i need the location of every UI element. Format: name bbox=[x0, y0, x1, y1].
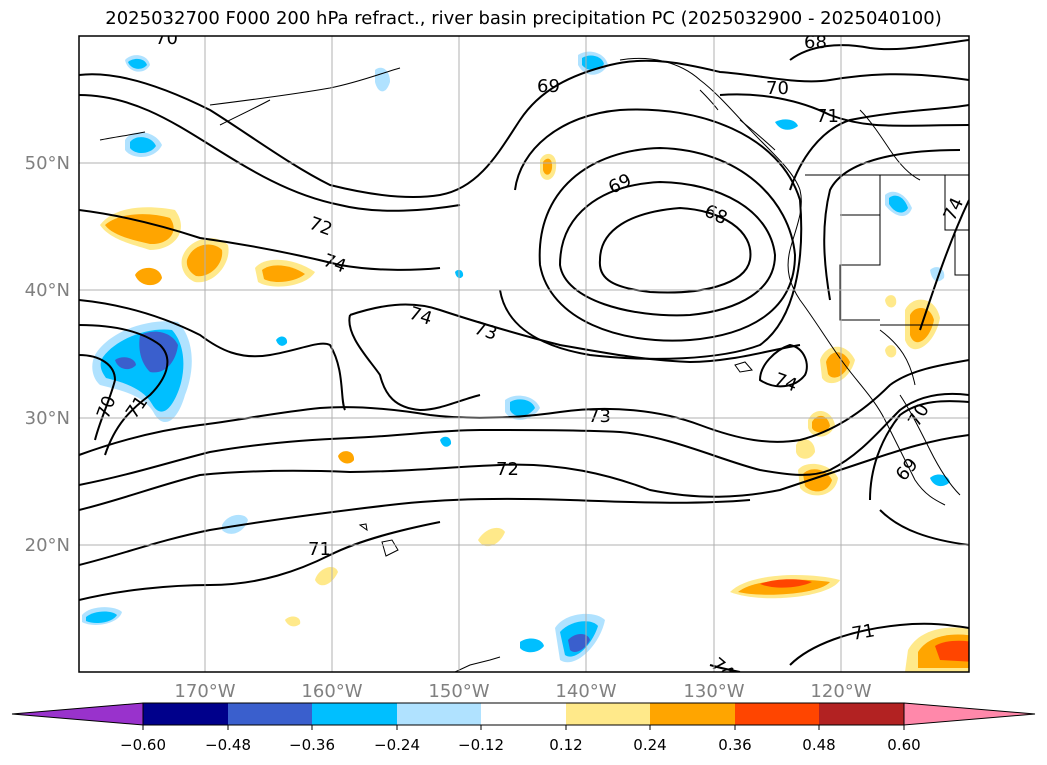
colorbar-segment bbox=[143, 703, 228, 725]
precip-blob bbox=[135, 267, 162, 286]
precip-blob bbox=[885, 345, 897, 358]
precip-blob bbox=[568, 634, 590, 652]
precip-blob bbox=[510, 399, 535, 417]
colorbar-tick-label: 0.60 bbox=[887, 736, 920, 754]
colorbar-tick-label: −0.36 bbox=[289, 736, 335, 754]
precip-blob bbox=[889, 195, 908, 213]
precip-blob bbox=[935, 640, 969, 662]
map-frame bbox=[78, 35, 970, 673]
contour-label: 69 bbox=[537, 76, 560, 97]
colorbar-extend-high bbox=[903, 702, 1036, 726]
precip-blob bbox=[478, 527, 505, 547]
contour-label: 72 bbox=[496, 459, 519, 480]
precip-blob bbox=[930, 474, 950, 487]
contour-label: 71 bbox=[308, 539, 331, 560]
lat-label: 50°N bbox=[25, 153, 70, 174]
colorbar-segment bbox=[819, 703, 904, 725]
precip-blob bbox=[826, 352, 850, 378]
lon-label: 140°W bbox=[555, 681, 616, 702]
colorbar-tick-label: 0.48 bbox=[802, 736, 835, 754]
precip-blob bbox=[582, 55, 604, 71]
precip-blob bbox=[520, 638, 544, 653]
colorbar-tick-label: 0.12 bbox=[549, 736, 582, 754]
contour-label: 71 bbox=[816, 106, 839, 127]
colorbar-segment bbox=[481, 703, 566, 725]
contour-label: 68 bbox=[804, 32, 827, 53]
precip-blob bbox=[796, 439, 815, 459]
lon-labels: 170°W 160°W 150°W 140°W 130°W 120°W bbox=[174, 681, 871, 702]
colorbar-segment bbox=[566, 703, 650, 725]
precip-blob bbox=[130, 137, 156, 154]
precip-blob bbox=[760, 579, 812, 588]
precip-blob bbox=[128, 58, 147, 69]
lat-label: 20°N bbox=[25, 535, 70, 556]
contour-label: 71 bbox=[850, 620, 876, 645]
map-title: 2025032700 F000 200 hPa refract., river … bbox=[105, 8, 942, 29]
precip-blob bbox=[115, 357, 136, 370]
colorbar-tick-label: −0.48 bbox=[205, 736, 251, 754]
precip-blob bbox=[222, 514, 248, 534]
colorbar-tick-label: 0.24 bbox=[633, 736, 666, 754]
precip-blob bbox=[775, 119, 798, 130]
lon-label: 160°W bbox=[301, 681, 362, 702]
precip-blob bbox=[262, 265, 305, 282]
colorbar-segment bbox=[397, 703, 481, 725]
lat-label: 40°N bbox=[25, 280, 70, 301]
colorbar-segment bbox=[228, 703, 312, 725]
colorbar-outline bbox=[142, 702, 905, 726]
precip-blob bbox=[885, 295, 897, 308]
precip-blob bbox=[375, 67, 390, 92]
precip-blob bbox=[285, 616, 301, 627]
colorbar-tick-label: −0.12 bbox=[458, 736, 504, 754]
precip-blob bbox=[338, 451, 355, 464]
lon-label: 120°W bbox=[810, 681, 871, 702]
graticule bbox=[79, 36, 969, 672]
precip-shading bbox=[82, 51, 969, 672]
colorbar-segment bbox=[735, 703, 819, 725]
contour-label: 73 bbox=[588, 406, 611, 427]
precip-blob bbox=[276, 336, 288, 346]
precip-blob bbox=[105, 214, 174, 245]
colorbar-tick-label: −0.60 bbox=[120, 736, 166, 754]
lon-label: 170°W bbox=[174, 681, 235, 702]
lon-label: 150°W bbox=[428, 681, 489, 702]
precip-blob bbox=[812, 415, 830, 433]
colorbar-tick-label: 0.36 bbox=[718, 736, 751, 754]
colorbar-extend-low bbox=[11, 702, 144, 726]
lon-label: 130°W bbox=[683, 681, 744, 702]
map-panel bbox=[79, 36, 969, 672]
contour-label: 70 bbox=[766, 78, 789, 99]
colorbar-tick-label: −0.24 bbox=[374, 736, 420, 754]
precip-blob bbox=[440, 436, 452, 447]
precip-blob bbox=[86, 611, 117, 623]
lat-labels: 50°N 40°N 30°N 20°N bbox=[25, 153, 70, 556]
colorbar-segment bbox=[650, 703, 735, 725]
colorbar: −0.60 −0.48 −0.36 −0.24 −0.12 0.12 0.24 … bbox=[11, 702, 1036, 754]
contour-label: 70 bbox=[155, 28, 178, 49]
colorbar-segment bbox=[312, 703, 397, 725]
lat-label: 30°N bbox=[25, 408, 70, 429]
